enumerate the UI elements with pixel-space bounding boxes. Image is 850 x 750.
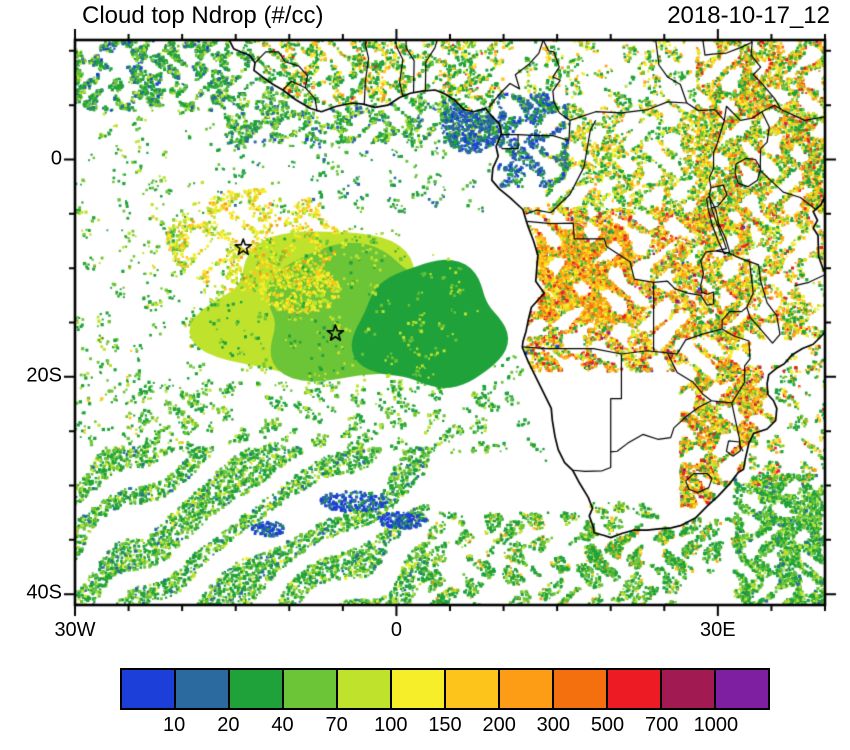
colorbar-cell xyxy=(176,670,230,708)
y-tick-label: 40S xyxy=(26,581,62,604)
colorbar-level-label: 500 xyxy=(590,714,625,736)
colorbar-level-label: 300 xyxy=(536,714,571,736)
colorbar-cell xyxy=(122,670,176,708)
y-tick-label: 0 xyxy=(50,146,62,169)
colorbar-labels: 10 20 40 70 100 150 200 300 500 700 1000 xyxy=(120,714,770,740)
colorbar-level-label: 700 xyxy=(644,714,679,736)
colorbar-level-label: 20 xyxy=(217,714,240,736)
colorbar-cell xyxy=(500,670,554,708)
colorbar-level-label: 100 xyxy=(374,714,408,736)
colorbar-cell xyxy=(230,670,284,708)
x-tick-label: 30E xyxy=(700,619,736,641)
colorbar xyxy=(120,668,770,710)
colorbar-cell xyxy=(716,670,768,708)
colorbar-cell xyxy=(662,670,716,708)
chart-title: Cloud top Ndrop (#/cc) xyxy=(82,2,324,29)
colorbar-level-label: 70 xyxy=(325,714,348,736)
x-tick-label: 0 xyxy=(390,619,402,641)
colorbar-cell xyxy=(554,670,608,708)
colorbar-cell xyxy=(284,670,338,708)
colorbar-cell xyxy=(608,670,662,708)
colorbar-cell xyxy=(338,670,392,708)
colorbar-level-label: 200 xyxy=(482,714,516,736)
colorbar-level-label: 40 xyxy=(271,714,294,736)
colorbar-level-label: 150 xyxy=(428,714,462,736)
colorbar-cell xyxy=(392,670,446,708)
colorbar-cell xyxy=(446,670,500,708)
y-tick-label: 20S xyxy=(26,364,62,387)
colorbar-level-label: 10 xyxy=(163,714,186,736)
chart-date: 2018-10-17_12 xyxy=(667,2,830,29)
x-tick-label: 30W xyxy=(54,619,96,641)
colorbar-level-label: 1000 xyxy=(693,714,739,736)
